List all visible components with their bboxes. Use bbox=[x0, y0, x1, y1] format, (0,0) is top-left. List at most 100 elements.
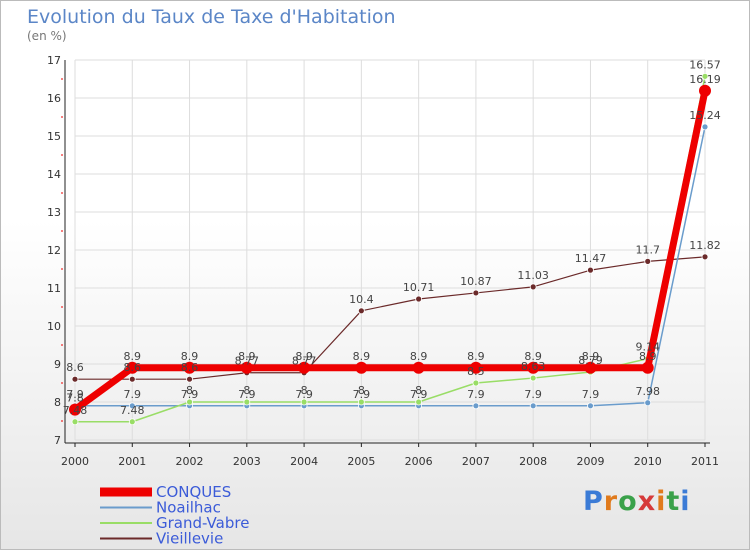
data-label: 8.9 bbox=[181, 350, 199, 363]
data-point bbox=[587, 266, 594, 274]
data-point bbox=[584, 361, 597, 374]
data-point bbox=[186, 375, 193, 383]
data-label: 16.57 bbox=[689, 58, 721, 71]
data-label: 10.4 bbox=[349, 293, 374, 306]
grid bbox=[74, 59, 706, 441]
legend-label-conques: CONQUES bbox=[156, 483, 231, 501]
x-tick-label: 2010 bbox=[634, 455, 662, 468]
x-tick-label: 2007 bbox=[462, 455, 490, 468]
x-tick-label: 2005 bbox=[347, 455, 375, 468]
logo-letter: P bbox=[583, 486, 604, 517]
data-label: 8.9 bbox=[410, 350, 428, 363]
chart-title: Evolution du Taux de Taxe d'Habitation bbox=[27, 6, 396, 28]
x-tick-label: 2000 bbox=[61, 455, 89, 468]
y-tick-label: 10 bbox=[47, 320, 61, 333]
data-point bbox=[415, 398, 423, 406]
data-point bbox=[355, 361, 368, 374]
data-label: 9.14 bbox=[635, 341, 660, 354]
data-label: 7.9 bbox=[124, 388, 142, 401]
data-label: 8.79 bbox=[578, 354, 603, 367]
data-labels: 7.8 8.9 8.9 8.9 8.9 8.9 8.9 8.9 8.9 8.9 8.9 16.19 7.… bbox=[63, 58, 721, 416]
data-label: 8.5 bbox=[467, 365, 485, 378]
data-point bbox=[641, 361, 654, 374]
x-tick-label: 2003 bbox=[233, 455, 261, 468]
data-label: 7.9 bbox=[66, 388, 84, 401]
data-point bbox=[300, 398, 308, 406]
logo-letter: r bbox=[603, 486, 619, 517]
data-label: 10.87 bbox=[460, 275, 492, 288]
y-tick-label: 12 bbox=[47, 244, 61, 257]
data-label: 7.9 bbox=[353, 388, 371, 401]
y-tick-label: 11 bbox=[47, 282, 61, 295]
data-label: 7.9 bbox=[295, 388, 313, 401]
logo-letter: i bbox=[656, 486, 667, 517]
data-point bbox=[126, 361, 139, 374]
data-label: 7.98 bbox=[635, 385, 660, 398]
y-tick-label: 15 bbox=[47, 130, 61, 143]
x-tick-label: 2006 bbox=[405, 455, 433, 468]
data-point bbox=[701, 123, 709, 131]
logo-letter: i bbox=[680, 486, 691, 517]
series-line-conques bbox=[71, 87, 709, 414]
data-label: 7.8 bbox=[66, 392, 84, 405]
data-label: 7.9 bbox=[467, 388, 485, 401]
data-label: 7.9 bbox=[582, 388, 600, 401]
data-point bbox=[69, 403, 81, 416]
data-label: 8.9 bbox=[524, 350, 542, 363]
data-point bbox=[128, 402, 136, 410]
data-point bbox=[240, 361, 253, 374]
data-point bbox=[243, 398, 251, 406]
data-point bbox=[183, 361, 196, 374]
data-label: 8.6 bbox=[124, 361, 142, 374]
data-label: 8.6 bbox=[181, 361, 199, 374]
data-point bbox=[644, 257, 652, 265]
y-tick-label: 8 bbox=[54, 396, 61, 409]
data-label: 11.47 bbox=[575, 252, 607, 265]
data-point bbox=[529, 374, 537, 382]
data-point bbox=[298, 361, 311, 374]
x-tick-label: 2002 bbox=[176, 455, 204, 468]
proxiti-logo: Proxiti bbox=[583, 486, 691, 517]
x-tick-label: 2008 bbox=[519, 455, 547, 468]
data-point bbox=[472, 402, 480, 410]
logo-letter: t bbox=[666, 486, 681, 517]
legend-label-noailhac: Noailhac bbox=[156, 499, 221, 517]
data-label: 11.82 bbox=[689, 239, 721, 252]
data-label: 11.03 bbox=[517, 269, 549, 282]
data-label: 7.48 bbox=[120, 404, 145, 417]
data-label: 10.71 bbox=[403, 281, 435, 294]
data-point bbox=[699, 84, 711, 97]
data-label: 8 bbox=[186, 384, 193, 397]
data-label: 8.9 bbox=[124, 350, 142, 363]
data-label: 11.7 bbox=[635, 243, 660, 256]
x-tick-label: 2009 bbox=[576, 455, 604, 468]
data-label: 8 bbox=[358, 384, 365, 397]
data-point bbox=[527, 361, 540, 374]
data-point bbox=[71, 418, 79, 426]
y-tick-label: 17 bbox=[47, 54, 61, 67]
y-tick-label: 16 bbox=[47, 92, 61, 105]
data-label: 15.24 bbox=[689, 109, 721, 122]
axes: 7 8 9 10 11 12 13 14 15 16 17 2000 2001 2002 2003 2004 2… bbox=[47, 54, 719, 468]
data-label: 8.9 bbox=[639, 350, 657, 363]
series-line-vieillevie bbox=[74, 256, 706, 380]
data-label: 8.9 bbox=[582, 350, 600, 363]
y-tick-label: 14 bbox=[47, 168, 61, 181]
data-label: 7.48 bbox=[63, 404, 88, 417]
data-point bbox=[472, 289, 480, 297]
y-tick-label: 9 bbox=[54, 358, 61, 371]
data-point bbox=[644, 399, 652, 407]
data-label: 8.77 bbox=[292, 355, 317, 368]
data-point bbox=[587, 402, 594, 410]
data-point bbox=[412, 361, 425, 374]
data-point bbox=[472, 379, 480, 387]
data-point bbox=[357, 398, 365, 406]
logo-letter: o bbox=[618, 486, 638, 517]
series bbox=[69, 72, 711, 426]
x-tick-label: 2011 bbox=[691, 455, 719, 468]
data-label: 8.9 bbox=[353, 350, 371, 363]
data-point bbox=[186, 398, 193, 406]
x-tick-label: 2004 bbox=[290, 455, 318, 468]
data-label: 8 bbox=[243, 384, 250, 397]
